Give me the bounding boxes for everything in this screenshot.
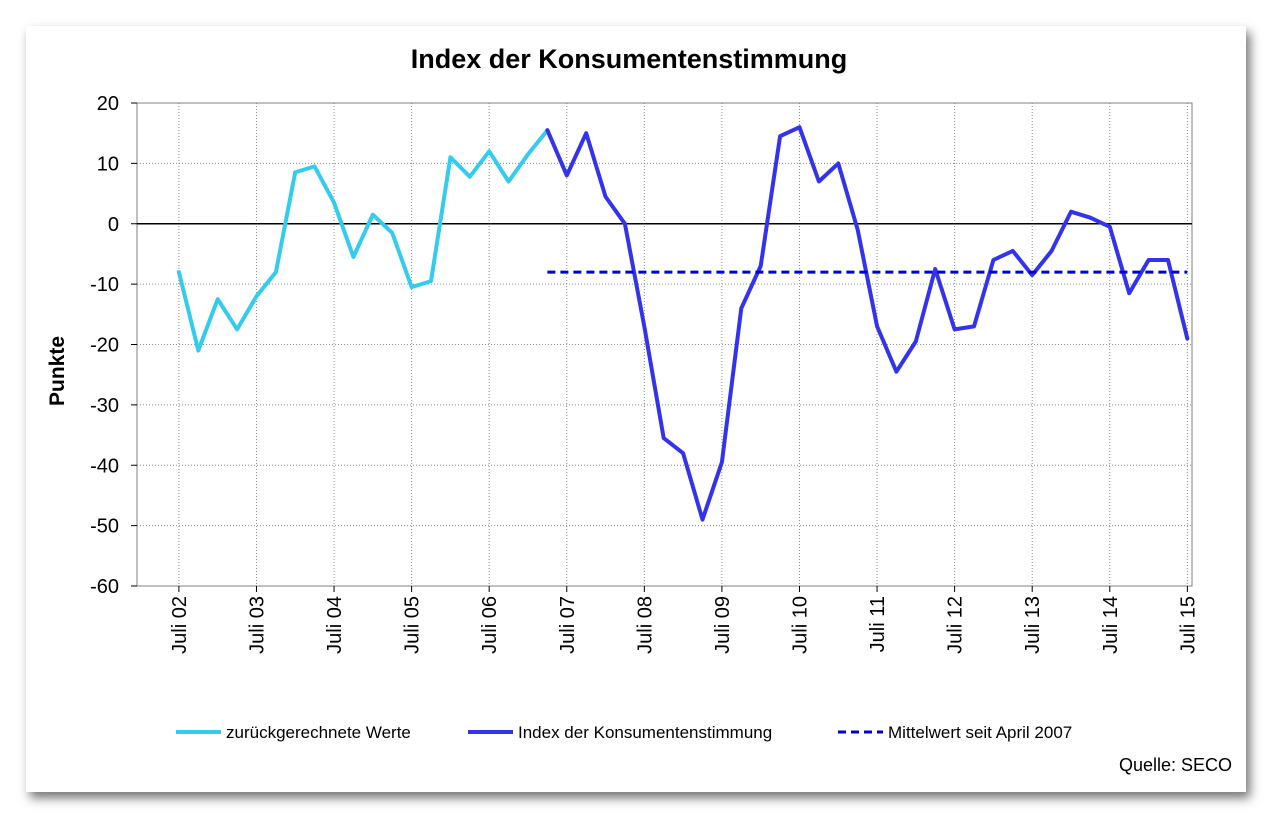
y-tick-label: -60 <box>90 576 119 598</box>
chart-title: Index der Konsumentenstimmung <box>411 44 848 74</box>
x-tick-label: Juli 04 <box>324 596 346 654</box>
x-tick-label: Juli 05 <box>402 596 424 654</box>
legend-label: zurückgerechnete Werte <box>226 723 411 742</box>
x-tick-label: Juli 10 <box>789 596 811 654</box>
series-line-1 <box>176 128 550 353</box>
y-tick-label: 10 <box>97 153 119 175</box>
y-axis-label: Punkte <box>46 336 69 406</box>
x-tick-label: Juli 15 <box>1177 596 1199 654</box>
x-tick-label: Juli 12 <box>945 596 967 654</box>
chart-frame: Index der Konsumentenstimmung 20 10 0 -10 -2… <box>26 26 1246 792</box>
series-lines <box>176 125 1190 522</box>
x-tick-label: Juli 11 <box>867 596 889 652</box>
y-tick-label: -10 <box>90 274 119 296</box>
y-tick-label: -50 <box>90 516 119 538</box>
x-tick-label: Juli 03 <box>246 596 268 654</box>
y-tick-label: -40 <box>90 455 119 477</box>
y-tick-label: 0 <box>108 214 119 236</box>
x-tick-label: Juli 13 <box>1022 596 1044 654</box>
grid <box>136 102 1193 587</box>
x-tick-label: Juli 08 <box>634 596 656 654</box>
x-tick-label: Juli 09 <box>712 596 734 654</box>
legend-label: Index der Konsumentenstimmung <box>518 723 772 742</box>
source-note: Quelle: SECO <box>1119 755 1232 775</box>
line-chart: Index der Konsumentenstimmung 20 10 0 -10 -2… <box>46 44 1232 775</box>
x-tick-label: Juli 02 <box>169 596 191 654</box>
legend-label: Mittelwert seit April 2007 <box>888 723 1072 742</box>
legend: zurückgerechnete Werte Index der Konsumen… <box>176 723 1072 742</box>
x-tick-label: Juli 07 <box>557 596 579 654</box>
y-tick-label: -20 <box>90 335 119 357</box>
x-tick-label: Juli 14 <box>1100 596 1122 654</box>
x-tick-label: Juli 06 <box>479 596 501 654</box>
y-tick-label: -30 <box>90 395 119 417</box>
y-tick-label: 20 <box>97 93 119 115</box>
series-line-2 <box>545 125 1190 522</box>
axes: 20 10 0 -10 -20 -30 -40 -50 -60 Juli 02 Juli 03 Jul… <box>90 93 1199 654</box>
